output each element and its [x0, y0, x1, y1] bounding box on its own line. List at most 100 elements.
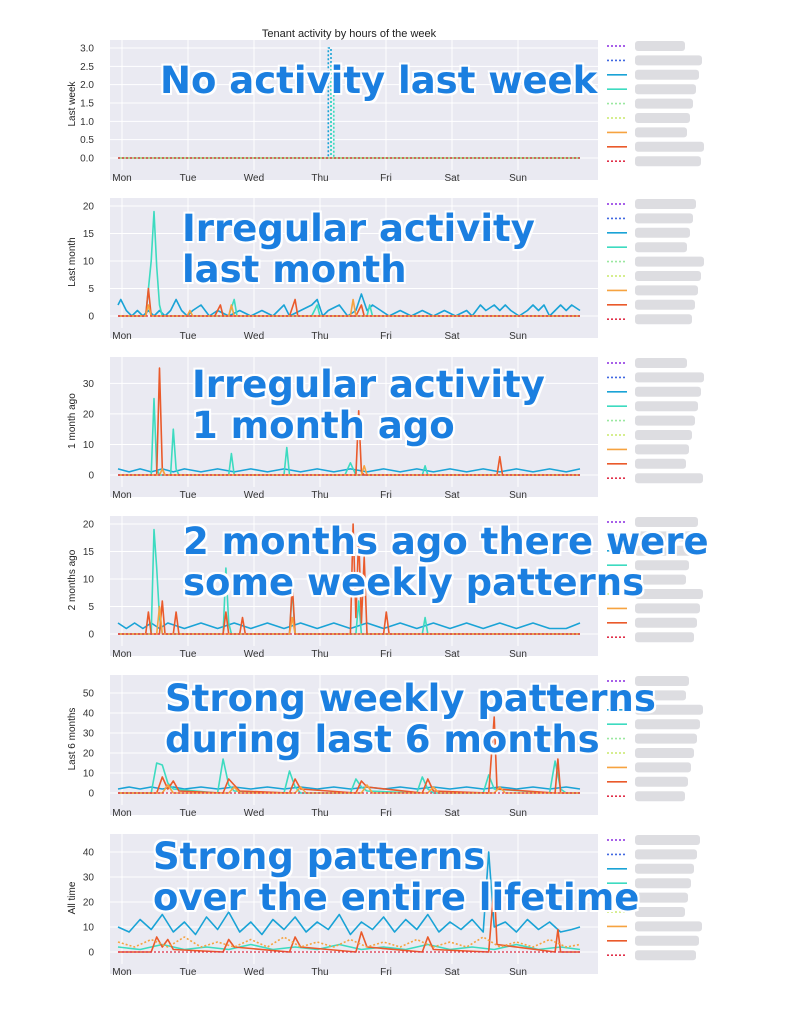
x-tick-label: Sun [509, 967, 527, 978]
chart-panel-2: Mon Tue Wed Thu Fri Sat Sun 0 5 10 15 20 Last month [67, 198, 704, 342]
x-tick-label: Thu [311, 490, 328, 501]
x-tick-label: Mon [112, 173, 131, 184]
legend-label-blurred [635, 762, 691, 773]
legend-label-blurred [635, 835, 700, 845]
plot-area [110, 357, 598, 497]
y-tick-label: 0 [88, 471, 94, 482]
y-tick-label: 30 [83, 729, 95, 740]
annotation-line: some weekly patterns [183, 561, 645, 605]
legend-label-blurred [635, 617, 697, 628]
y-tick-label: 20 [83, 898, 95, 909]
legend [607, 358, 704, 484]
x-tick-label: Mon [112, 808, 131, 819]
y-axis-label: Last 6 months [67, 708, 78, 771]
legend-label-blurred [635, 84, 696, 95]
legend-label-blurred [635, 791, 685, 802]
legend [607, 517, 703, 643]
x-tick-label: Sun [509, 649, 527, 660]
x-tick-label: Fri [380, 173, 392, 184]
annotation-6: Strong patterns over the entire lifetime [153, 836, 639, 919]
x-tick-label: Tue [180, 967, 197, 978]
annotation-line: during last 6 months [165, 718, 600, 762]
legend-label-blurred [635, 199, 696, 209]
x-tick-label: Sat [444, 331, 459, 342]
legend-label-blurred [635, 473, 703, 484]
legend-label-blurred [635, 430, 692, 440]
series-line [118, 367, 580, 476]
chart-panel-3: Mon Tue Wed Thu Fri Sat Sun 0 10 20 30 1 month ago [67, 357, 704, 501]
legend-label-blurred [635, 271, 701, 281]
legend-label-blurred [635, 69, 699, 80]
series-line [118, 716, 580, 794]
annotation-line: last month [182, 248, 407, 292]
x-tick-label: Thu [311, 808, 328, 819]
annotation-line: 1 month ago [192, 404, 455, 448]
x-tick-label: Fri [380, 490, 392, 501]
y-tick-label: 15 [83, 547, 95, 558]
plot-area [110, 40, 598, 180]
series-line [118, 47, 580, 159]
y-axis-label: 1 month ago [67, 393, 78, 449]
y-tick-label: 50 [83, 689, 95, 700]
legend-label-blurred [635, 372, 704, 383]
x-tick-label: Tue [180, 490, 197, 501]
x-tick-label: Wed [244, 967, 264, 978]
legend-label-blurred [635, 256, 704, 267]
x-tick-label: Fri [380, 331, 392, 342]
legend-label-blurred [635, 863, 694, 874]
annotation-line: Strong patterns [153, 835, 486, 878]
chart-panel-5: Mon Tue Wed Thu Fri Sat Sun 0 10 20 30 40 50 Last 6 m… [67, 675, 703, 819]
y-axis-label: All time [67, 881, 78, 914]
y-tick-label: 20 [83, 520, 95, 531]
legend-label-blurred [635, 41, 685, 51]
legend-label-blurred [635, 517, 698, 527]
legend-label-blurred [635, 314, 692, 325]
legend-label-blurred [635, 776, 688, 787]
series-line [118, 605, 580, 635]
x-tick-label: Thu [311, 649, 328, 660]
legend-label-blurred [635, 401, 698, 412]
y-tick-label: 1.5 [80, 99, 94, 110]
legend-label-blurred [635, 127, 687, 138]
legend-label-blurred [635, 690, 686, 701]
x-tick-label: Thu [311, 967, 328, 978]
legend [607, 835, 702, 961]
x-tick-label: Sat [444, 967, 459, 978]
legend-label-blurred [635, 632, 694, 643]
x-tick-label: Wed [244, 173, 264, 184]
y-tick-label: 20 [83, 202, 95, 213]
legend-label-blurred [635, 141, 704, 152]
series-line [118, 210, 580, 317]
y-tick-label: 0 [88, 789, 94, 800]
annotation-1: No activity last week [160, 60, 597, 102]
legend-label-blurred [635, 603, 700, 614]
y-tick-label: 20 [83, 749, 95, 760]
y-tick-label: 5 [88, 284, 94, 295]
legend-label-blurred [635, 213, 693, 224]
figure-title: Tenant activity by hours of the week [262, 28, 437, 40]
x-tick-label: Fri [380, 967, 392, 978]
x-tick-label: Mon [112, 649, 131, 660]
legend [607, 41, 704, 167]
y-tick-label: 2.0 [80, 80, 94, 91]
legend-label-blurred [635, 156, 701, 167]
y-tick-label: 10 [83, 575, 95, 586]
chart-panel-6: Mon Tue Wed Thu Fri Sat Sun 0 10 20 30 40 All time [67, 834, 702, 978]
series-line [118, 523, 580, 635]
y-tick-label: 1.0 [80, 117, 94, 128]
y-tick-label: 10 [83, 923, 95, 934]
y-axis-label: Last month [67, 237, 78, 286]
x-tick-label: Sat [444, 490, 459, 501]
y-tick-label: 10 [83, 440, 95, 451]
x-tick-label: Sat [444, 173, 459, 184]
x-tick-label: Mon [112, 331, 131, 342]
legend-label-blurred [635, 386, 701, 397]
y-tick-label: 40 [83, 848, 95, 859]
y-tick-label: 30 [83, 873, 95, 884]
panels: Mon Tue Wed Thu Fri Sat Sun 0.0 0.5 1.0 1.5 2.0 2.5 3… [67, 40, 704, 978]
x-tick-label: Fri [380, 649, 392, 660]
x-tick-label: Tue [180, 331, 197, 342]
legend-label-blurred [635, 574, 686, 585]
y-axis-label: Last week [67, 80, 78, 126]
legend-label-blurred [635, 299, 695, 310]
